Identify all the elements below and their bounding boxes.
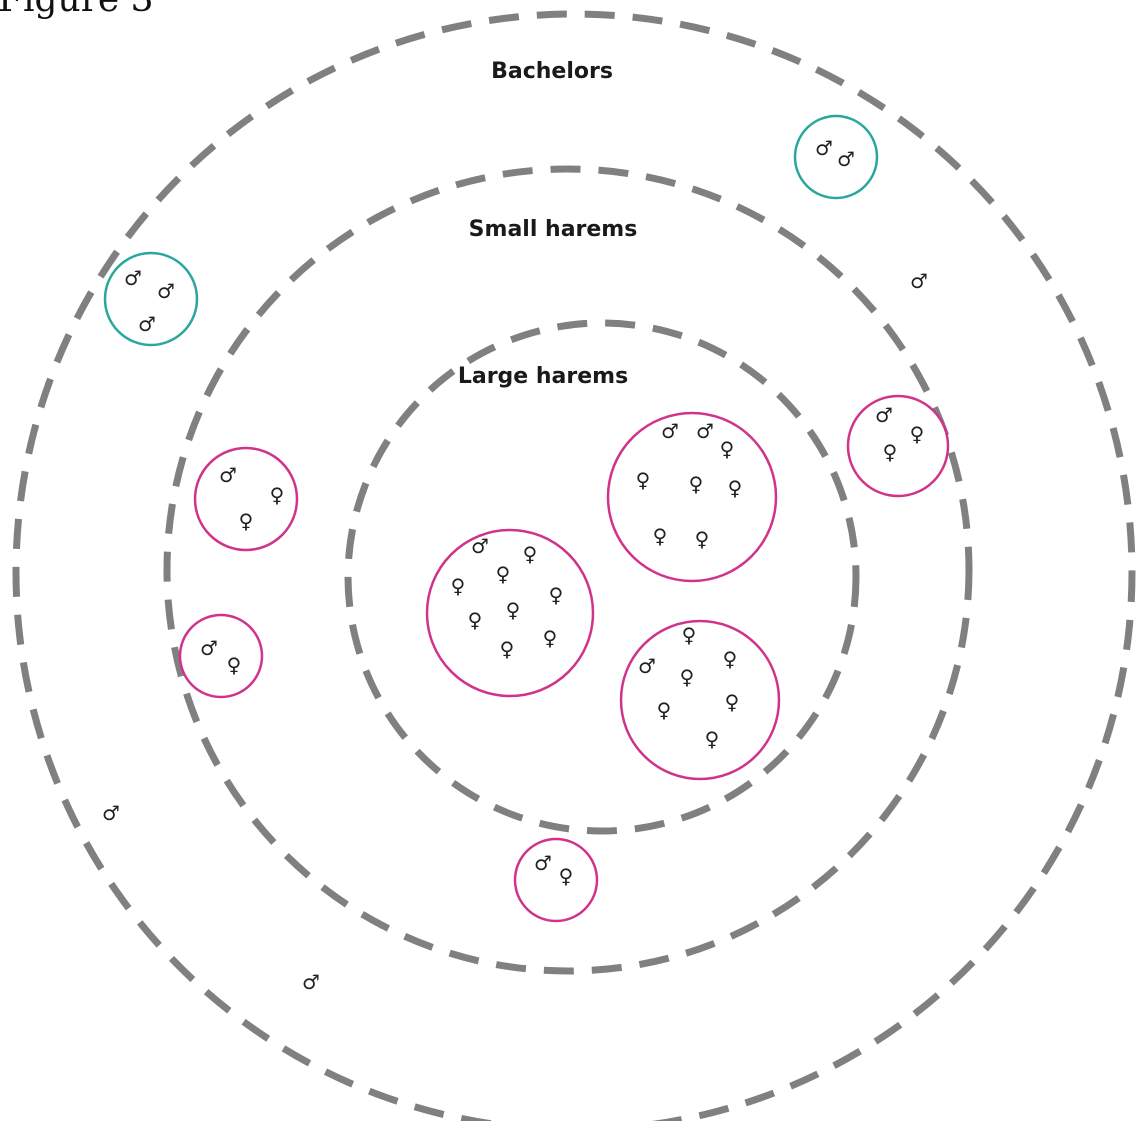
male-icon: ♂ <box>124 266 142 290</box>
lone-male-icon: ♂ <box>102 801 120 825</box>
male-icon: ♂ <box>138 312 156 336</box>
female-icon: ♀ <box>500 637 515 661</box>
bachelor-group-circle <box>103 251 199 347</box>
female-icon: ♀ <box>657 698 672 722</box>
female-icon: ♀ <box>468 608 483 632</box>
large-harem-2: ♂ ♂ ♀ ♀ ♀ ♀ ♀ ♀ <box>606 411 778 583</box>
male-icon: ♂ <box>696 419 714 443</box>
male-icon: ♂ <box>815 136 833 160</box>
male-icon: ♂ <box>157 279 175 303</box>
female-icon: ♀ <box>910 422 925 446</box>
male-icon: ♂ <box>875 403 893 427</box>
large-harem-1: ♂ ♀ ♀ ♀ ♀ ♀ ♀ ♀ ♀ <box>425 528 595 698</box>
female-icon: ♀ <box>549 583 564 607</box>
female-icon: ♀ <box>559 864 574 888</box>
male-icon: ♂ <box>837 147 855 171</box>
figure-label: Figure 3 <box>0 0 154 18</box>
female-icon: ♀ <box>689 472 704 496</box>
small-harem-4: ♂ ♀ <box>513 837 599 923</box>
female-icon: ♀ <box>705 727 720 751</box>
bachelor-group-2: ♂ ♂ ♂ <box>103 251 199 347</box>
female-icon: ♀ <box>506 598 521 622</box>
female-icon: ♀ <box>725 690 740 714</box>
female-icon: ♀ <box>239 509 254 533</box>
large-harem-3: ♀ ♂ ♀ ♀ ♀ ♀ ♀ <box>619 619 781 781</box>
female-icon: ♀ <box>543 626 558 650</box>
harem-group-circle <box>606 411 778 583</box>
female-icon: ♀ <box>680 665 695 689</box>
bachelors-ring <box>12 10 1136 1121</box>
harem-group-circle <box>193 446 299 552</box>
bachelors-label: Bachelors <box>491 59 613 84</box>
female-icon: ♀ <box>523 542 538 566</box>
male-icon: ♂ <box>219 463 237 487</box>
male-icon: ♂ <box>200 636 218 660</box>
large-harems-ring <box>344 319 860 835</box>
bachelor-group-1: ♂ ♂ <box>793 114 879 200</box>
small-harem-2: ♂ ♀ <box>178 613 264 699</box>
small-harem-3: ♂ ♀ ♀ <box>193 446 299 552</box>
female-icon: ♀ <box>496 562 511 586</box>
harem-group-circle <box>513 837 599 923</box>
female-icon: ♀ <box>720 437 735 461</box>
harem-group-circle <box>178 613 264 699</box>
female-icon: ♀ <box>883 440 898 464</box>
lone-male-icon: ♂ <box>910 269 928 293</box>
large-harems-label: Large harems <box>458 364 628 389</box>
female-icon: ♀ <box>636 468 651 492</box>
male-icon: ♂ <box>471 534 489 558</box>
small-harem-1: ♂ ♀ ♀ <box>846 394 950 498</box>
female-icon: ♀ <box>723 647 738 671</box>
female-icon: ♀ <box>227 653 242 677</box>
harem-group-circle <box>846 394 950 498</box>
male-icon: ♂ <box>661 419 679 443</box>
small-harems-label: Small harems <box>469 217 638 242</box>
harem-group-circle <box>619 619 781 781</box>
female-icon: ♀ <box>728 476 743 500</box>
male-icon: ♂ <box>534 851 552 875</box>
female-icon: ♀ <box>653 524 668 548</box>
lone-male-icon: ♂ <box>302 970 320 994</box>
female-icon: ♀ <box>270 483 285 507</box>
female-icon: ♀ <box>451 574 466 598</box>
small-harems-ring <box>163 165 973 975</box>
bachelor-group-circle <box>793 114 879 200</box>
female-icon: ♀ <box>695 527 710 551</box>
female-icon: ♀ <box>682 623 697 647</box>
male-icon: ♂ <box>638 654 656 678</box>
harem-group-circle <box>425 528 595 698</box>
